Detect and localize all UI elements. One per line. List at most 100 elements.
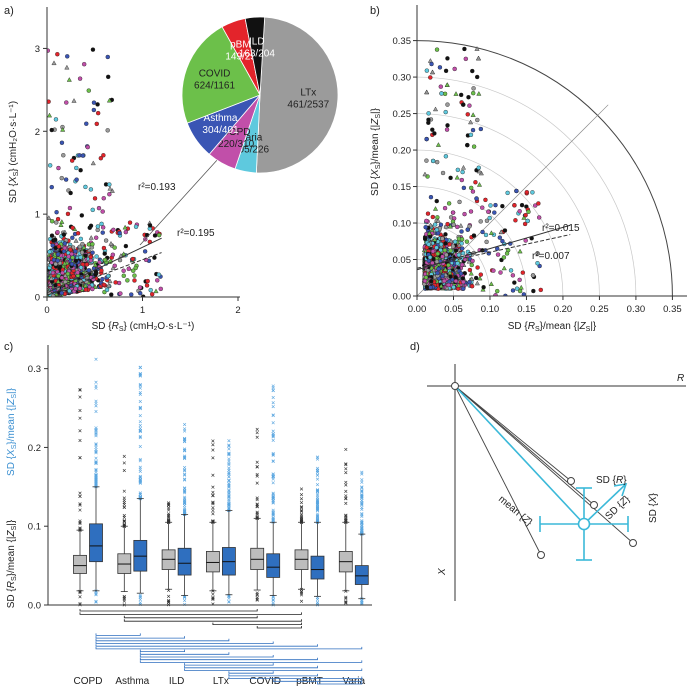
panel-a-points: [47, 47, 163, 297]
panel-c-y-label-xs-sub2: S: [11, 394, 18, 399]
box-outlier: [138, 420, 142, 424]
scatter-point: [100, 209, 105, 214]
scatter-point: [101, 196, 106, 201]
scatter-point: [444, 285, 450, 290]
scatter-point: [86, 88, 91, 93]
scatter-point: [125, 278, 130, 283]
box-outlier: [211, 596, 215, 600]
scatter-point: [49, 219, 55, 224]
scatter-point: [447, 270, 453, 275]
panel-b-x-label-sub2: S: [586, 326, 591, 333]
box-outlier: [271, 517, 275, 522]
significance-bracket-rs: [123, 619, 302, 622]
box-outlier: [166, 502, 171, 506]
scatter-point: [471, 144, 477, 149]
scatter-point: [106, 282, 112, 288]
scatter-point: [476, 91, 482, 96]
scatter-point: [101, 153, 106, 158]
box-outlier: [344, 596, 348, 601]
scatter-point: [73, 249, 78, 254]
scatter-point: [442, 247, 448, 253]
scatter-point: [459, 237, 465, 242]
scatter-point: [104, 287, 110, 293]
scatter-point: [512, 203, 517, 208]
scatter-point: [80, 241, 85, 247]
scatter-point: [88, 223, 94, 229]
scatter-point: [148, 287, 153, 293]
panel-a-r2-lower: r²=0.195: [177, 228, 215, 239]
scatter-point: [474, 280, 480, 286]
box-outlier: [211, 519, 215, 523]
scatter-point: [519, 202, 525, 208]
box-outlier: [138, 495, 142, 499]
box-outlier: [166, 598, 171, 603]
scatter-point: [126, 266, 131, 272]
scatter-point: [142, 249, 148, 254]
scatter-point: [67, 205, 73, 211]
box-outlier: [94, 451, 98, 455]
scatter-point: [457, 199, 462, 205]
box-outlier: [360, 521, 364, 525]
diagram-r-axis-label: R: [677, 373, 684, 384]
panel-label-a: a): [4, 5, 14, 17]
scatter-point: [83, 184, 88, 190]
panel-label-b: b): [370, 5, 380, 17]
box-outlier: [94, 409, 98, 414]
box-outlier: [122, 468, 126, 473]
scatter-point: [463, 56, 469, 62]
box-outlier: [94, 593, 98, 597]
scatter-point: [476, 165, 481, 170]
scatter-point: [459, 229, 464, 234]
scatter-point: [47, 48, 50, 53]
scatter-point: [424, 158, 429, 163]
box-outlier: [344, 471, 348, 475]
box-outlier: [94, 404, 98, 408]
box-outlier: [315, 489, 320, 494]
box-outlier: [94, 459, 98, 464]
box-outlier: [211, 512, 215, 516]
box-outlier: [227, 600, 231, 604]
box-outlier: [122, 454, 126, 458]
scatter-point: [428, 75, 433, 80]
box-outlier: [122, 489, 126, 493]
panel-c-y-label-xs-end: |}: [6, 387, 17, 394]
scatter-point: [434, 198, 439, 204]
scatter-point: [460, 262, 465, 268]
y-tick-label: 0.10: [393, 219, 412, 230]
box-outlier: [122, 519, 126, 523]
scatter-point: [477, 275, 483, 281]
significance-bracket-xs: [184, 668, 363, 671]
box-outlier: [227, 482, 231, 486]
significance-bracket-xs: [139, 655, 274, 658]
box-outlier: [122, 500, 126, 505]
scatter-point: [495, 288, 500, 294]
diagram-mean-vector: [454, 385, 585, 525]
box-outlier: [271, 432, 275, 436]
box-outlier: [360, 503, 364, 507]
x-tick-label: 0.00: [408, 304, 427, 315]
significance-bracket-xs: [139, 652, 230, 655]
box-outlier: [138, 595, 142, 599]
box-outlier: [94, 467, 98, 472]
scatter-point: [480, 205, 485, 210]
box-outlier: [315, 473, 320, 477]
box-outlier: [255, 592, 259, 597]
box-outlier: [344, 501, 348, 506]
box-outlier: [227, 494, 231, 499]
scatter-point: [88, 187, 94, 192]
scatter-point: [80, 153, 86, 158]
scatter-point: [55, 278, 61, 284]
scatter-point: [453, 275, 458, 280]
scatter-point: [88, 235, 94, 240]
pie-slice-covid: [181, 26, 261, 124]
scatter-point: [77, 76, 83, 81]
scatter-point: [144, 283, 150, 288]
scatter-point: [47, 281, 53, 287]
box-outlier: [78, 591, 82, 595]
scatter-point: [424, 89, 430, 95]
box-outlier: [78, 456, 82, 460]
scatter-point: [497, 235, 503, 240]
box-outlier: [271, 435, 275, 439]
scatter-point: [101, 282, 107, 288]
diagram-mean-point: [577, 517, 591, 531]
